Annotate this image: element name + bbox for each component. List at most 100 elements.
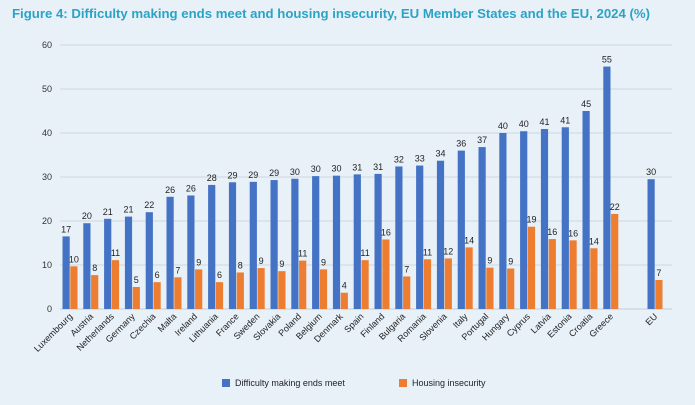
bar — [62, 236, 70, 309]
bar — [132, 287, 140, 309]
bar — [270, 180, 278, 309]
data-label: 7 — [404, 264, 409, 274]
bar — [340, 292, 348, 309]
x-tick-label: EU — [643, 311, 659, 327]
bar — [395, 166, 403, 309]
data-label: 29 — [248, 170, 258, 180]
data-label: 33 — [415, 154, 425, 164]
bar — [278, 271, 286, 309]
bar — [548, 239, 556, 309]
bar — [208, 184, 216, 309]
bar — [249, 181, 257, 309]
data-label: 11 — [423, 247, 432, 257]
data-label: 26 — [165, 185, 175, 195]
data-label: 55 — [602, 55, 612, 65]
data-label: 7 — [175, 265, 180, 275]
data-label: 30 — [646, 167, 656, 177]
data-label: 11 — [360, 248, 369, 258]
data-label: 17 — [61, 224, 71, 234]
bar — [499, 133, 507, 309]
bar — [236, 272, 244, 309]
y-tick-label: 20 — [42, 216, 52, 226]
legend-label: Difficulty making ends meet — [235, 378, 345, 388]
bar — [520, 131, 528, 309]
data-label: 12 — [443, 246, 453, 256]
data-label: 22 — [610, 202, 620, 212]
data-label: 22 — [144, 200, 154, 210]
bar — [611, 213, 619, 309]
bar — [187, 195, 195, 309]
data-label: 9 — [487, 256, 492, 266]
data-label: 31 — [373, 162, 383, 172]
data-label: 14 — [464, 235, 474, 245]
data-label: 41 — [560, 115, 570, 125]
bar — [655, 279, 663, 309]
data-label: 9 — [259, 256, 264, 266]
data-label: 19 — [526, 215, 536, 225]
bar — [416, 165, 424, 309]
data-label: 45 — [581, 99, 591, 109]
bar — [465, 247, 473, 309]
bar — [507, 268, 515, 309]
bar — [70, 266, 78, 309]
data-label: 34 — [435, 149, 445, 159]
bar — [647, 179, 655, 309]
data-label: 9 — [279, 259, 284, 269]
y-tick-label: 40 — [42, 128, 52, 138]
bar — [91, 275, 99, 309]
y-tick-label: 30 — [42, 172, 52, 182]
bar — [166, 196, 174, 309]
y-tick-label: 60 — [42, 40, 52, 50]
bar — [145, 212, 153, 309]
bar — [291, 178, 299, 309]
data-label: 21 — [123, 205, 133, 215]
x-tick-label: Luxembourg — [32, 311, 74, 353]
bar — [312, 176, 320, 309]
data-label: 40 — [498, 121, 508, 131]
bar — [527, 226, 536, 309]
data-label: 30 — [331, 164, 341, 174]
bar — [590, 248, 598, 309]
data-label: 7 — [656, 268, 661, 278]
bar — [104, 218, 112, 309]
legend-swatch — [222, 379, 230, 387]
legend-swatch — [399, 379, 407, 387]
bar — [332, 175, 341, 309]
legend-label: Housing insecurity — [412, 378, 486, 388]
data-label: 9 — [321, 257, 326, 267]
bar — [540, 129, 549, 309]
data-label: 11 — [298, 249, 307, 259]
data-label: 16 — [547, 227, 557, 237]
data-label: 30 — [311, 164, 321, 174]
bar — [603, 66, 611, 309]
bar — [457, 150, 465, 309]
data-label: 10 — [69, 254, 79, 264]
data-label: 41 — [539, 117, 549, 127]
data-label: 14 — [589, 236, 599, 246]
bar — [124, 216, 133, 309]
bar — [83, 223, 91, 309]
bar — [561, 127, 569, 309]
bar — [486, 267, 494, 309]
data-label: 36 — [456, 139, 466, 149]
bar — [403, 276, 411, 309]
bar — [153, 282, 161, 309]
data-label: 4 — [342, 281, 347, 291]
data-label: 21 — [103, 207, 113, 217]
bar — [319, 269, 328, 309]
data-label: 32 — [394, 154, 404, 164]
data-label: 16 — [381, 227, 391, 237]
data-label: 29 — [269, 168, 279, 178]
data-label: 9 — [508, 257, 513, 267]
data-label: 8 — [238, 260, 243, 270]
data-label: 9 — [196, 257, 201, 267]
bar — [382, 239, 390, 309]
data-label: 37 — [477, 135, 487, 145]
data-label: 6 — [217, 270, 222, 280]
data-label: 31 — [352, 162, 362, 172]
bar — [111, 260, 120, 309]
data-label: 30 — [290, 167, 300, 177]
data-label: 20 — [82, 211, 92, 221]
